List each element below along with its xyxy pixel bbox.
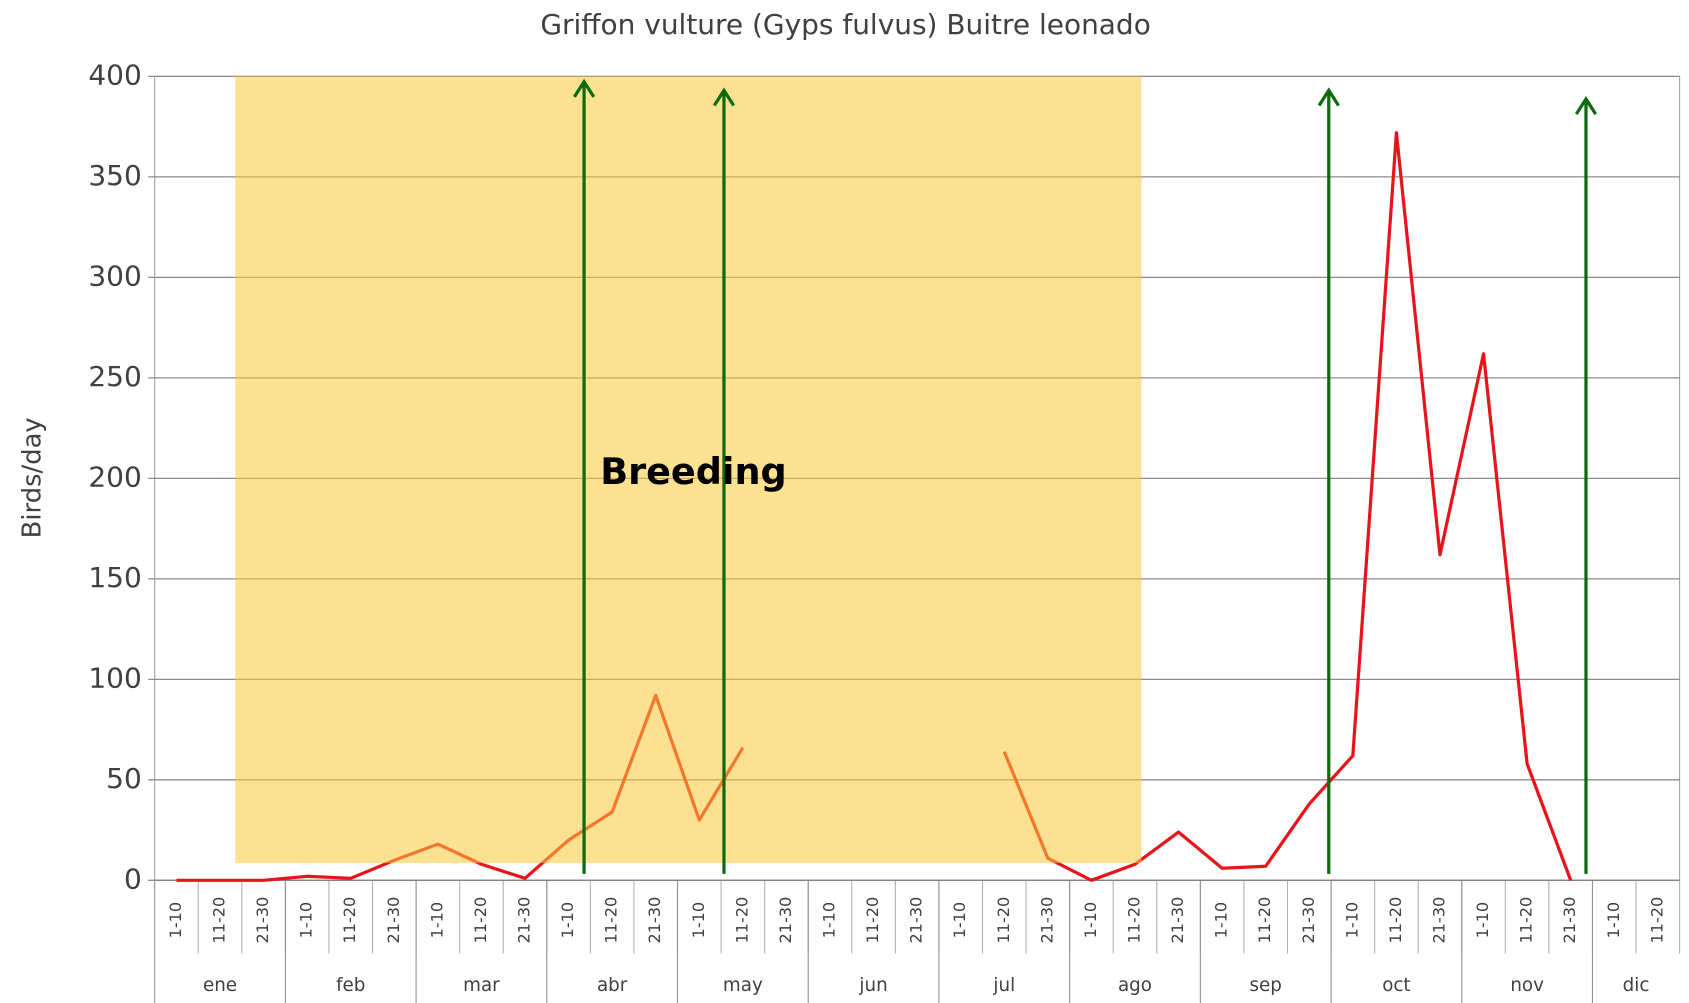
- arrow-head: [1317, 87, 1340, 107]
- x-group-label: jul: [992, 975, 1015, 996]
- x-group-label: sep: [1250, 975, 1282, 996]
- x-tick-label: 1-10: [1212, 902, 1231, 939]
- x-tick-label: 1-10: [1473, 902, 1492, 939]
- x-tick-label: 1-10: [297, 902, 316, 939]
- x-tick-label: 1-10: [558, 902, 577, 939]
- x-group-label: abr: [597, 975, 628, 996]
- x-tick-label: 21-30: [1429, 897, 1448, 944]
- x-tick-label: 1-10: [689, 902, 708, 939]
- x-tick-label: 1-10: [427, 902, 446, 939]
- x-tick-label: 11-20: [994, 897, 1013, 944]
- y-tick-label: 300: [88, 259, 141, 292]
- breeding-period: [235, 76, 1142, 864]
- x-tick-label: 21-30: [384, 897, 403, 944]
- x-tick-label: 21-30: [645, 897, 664, 944]
- x-tick-label: 1-10: [1342, 902, 1361, 939]
- x-group-label: ago: [1118, 975, 1152, 996]
- y-tick-label: 250: [88, 360, 141, 393]
- x-tick-label: 21-30: [515, 897, 534, 944]
- x-tick-label: 21-30: [1037, 897, 1056, 944]
- arrow-head: [712, 87, 736, 107]
- x-group-label: oct: [1382, 975, 1410, 996]
- x-group-label: feb: [336, 975, 365, 996]
- x-group-label: may: [723, 975, 763, 996]
- x-tick-label: 21-30: [907, 897, 926, 944]
- x-tick-label: 11-20: [471, 897, 490, 944]
- x-tick-label: 11-20: [1517, 897, 1536, 944]
- x-tick-label: 1-10: [1081, 902, 1100, 939]
- y-tick-label: 400: [88, 58, 141, 91]
- x-tick-label: 11-20: [602, 897, 621, 944]
- x-tick-label: 1-10: [166, 902, 185, 939]
- x-tick-label: 21-30: [253, 897, 272, 944]
- arrow-head: [1574, 96, 1598, 115]
- y-tick-label: 150: [88, 561, 141, 594]
- x-group-label: mar: [463, 975, 500, 996]
- x-tick-label: 21-30: [1560, 897, 1579, 944]
- y-tick-label: 100: [88, 661, 141, 694]
- x-tick-label: 11-20: [1255, 897, 1274, 944]
- y-axis-label: Birds/day: [18, 417, 48, 538]
- annotation: Breeding: [600, 450, 786, 493]
- chart-title: Griffon vulture (Gyps fulvus) Buitre leo…: [540, 8, 1150, 41]
- x-tick-label: 1-10: [1604, 902, 1623, 939]
- y-tick-label: 350: [88, 159, 141, 192]
- x-tick-label: 11-20: [863, 897, 882, 944]
- x-tick-label: 1-10: [820, 902, 839, 939]
- y-tick-label: 200: [88, 460, 141, 493]
- x-tick-label: 11-20: [340, 897, 359, 944]
- x-tick-label: 11-20: [210, 897, 229, 944]
- x-group-label: nov: [1510, 975, 1544, 996]
- x-group-label: dic: [1623, 975, 1650, 996]
- x-group-label: ene: [203, 975, 237, 996]
- x-tick-label: 11-20: [1124, 897, 1143, 944]
- x-tick-label: 1-10: [950, 902, 969, 939]
- y-tick-label: 0: [124, 862, 142, 895]
- x-group-label: jun: [858, 975, 887, 996]
- x-tick-label: 11-20: [732, 897, 751, 944]
- x-tick-label: 11-20: [1647, 897, 1666, 944]
- x-tick-label: 21-30: [776, 897, 795, 944]
- x-tick-label: 21-30: [1168, 897, 1187, 944]
- arrow-head: [573, 78, 596, 98]
- y-tick-label: 50: [106, 762, 142, 795]
- x-tick-label: 11-20: [1386, 897, 1405, 944]
- x-tick-label: 21-30: [1299, 897, 1318, 944]
